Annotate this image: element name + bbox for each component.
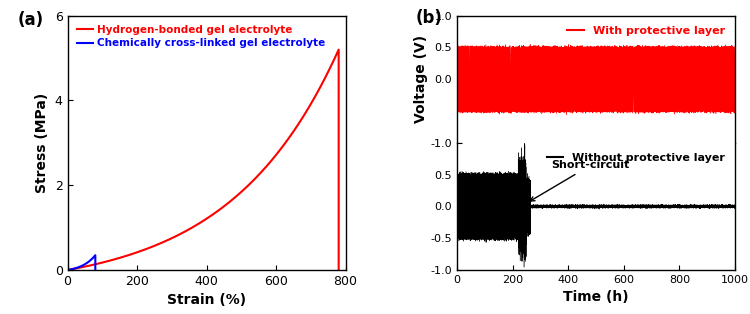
Chemically cross-linked gel electrolyte [74, 266, 82, 269]
X-axis label: Time (h): Time (h) [563, 290, 628, 305]
Chemically cross-linked gel electrolyte [78, 263, 87, 267]
Legend: With protective layer: With protective layer [562, 21, 730, 40]
Chemically cross-linked gel electrolyte [91, 268, 100, 272]
Line: Hydrogen-bonded gel electrolyte: Hydrogen-bonded gel electrolyte [68, 50, 339, 270]
Line: Chemically cross-linked gel electrolyte: Chemically cross-linked gel electrolyte [68, 255, 95, 270]
Hydrogen-bonded gel electrolyte [80, 265, 88, 269]
Legend: Hydrogen-bonded gel electrolyte, Chemically cross-linked gel electrolyte: Hydrogen-bonded gel electrolyte, Chemica… [73, 21, 329, 52]
Hydrogen-bonded gel electrolyte [321, 75, 330, 79]
Y-axis label: Stress (MPa): Stress (MPa) [35, 93, 49, 193]
Chemically cross-linked gel electrolyte [75, 265, 84, 269]
Y-axis label: Voltage (V): Voltage (V) [413, 35, 428, 123]
Chemically cross-linked gel electrolyte [88, 256, 98, 260]
Legend: Without protective layer: Without protective layer [542, 149, 730, 167]
Hydrogen-bonded gel electrolyte [274, 149, 284, 153]
Hydrogen-bonded gel electrolyte [303, 108, 312, 111]
Text: Short-circuit: Short-circuit [530, 160, 630, 201]
Text: (b): (b) [416, 9, 442, 27]
Hydrogen-bonded gel electrolyte [334, 48, 344, 51]
Chemically cross-linked gel electrolyte [63, 268, 72, 272]
Chemically cross-linked gel electrolyte [65, 268, 74, 272]
Hydrogen-bonded gel electrolyte [118, 255, 127, 259]
Hydrogen-bonded gel electrolyte [284, 136, 293, 140]
Hydrogen-bonded gel electrolyte [63, 268, 72, 272]
Chemically cross-linked gel electrolyte [63, 268, 72, 272]
Chemically cross-linked gel electrolyte [91, 253, 100, 257]
X-axis label: Strain (%): Strain (%) [167, 294, 246, 307]
Text: (a): (a) [17, 11, 44, 29]
Hydrogen-bonded gel electrolyte [334, 268, 344, 272]
